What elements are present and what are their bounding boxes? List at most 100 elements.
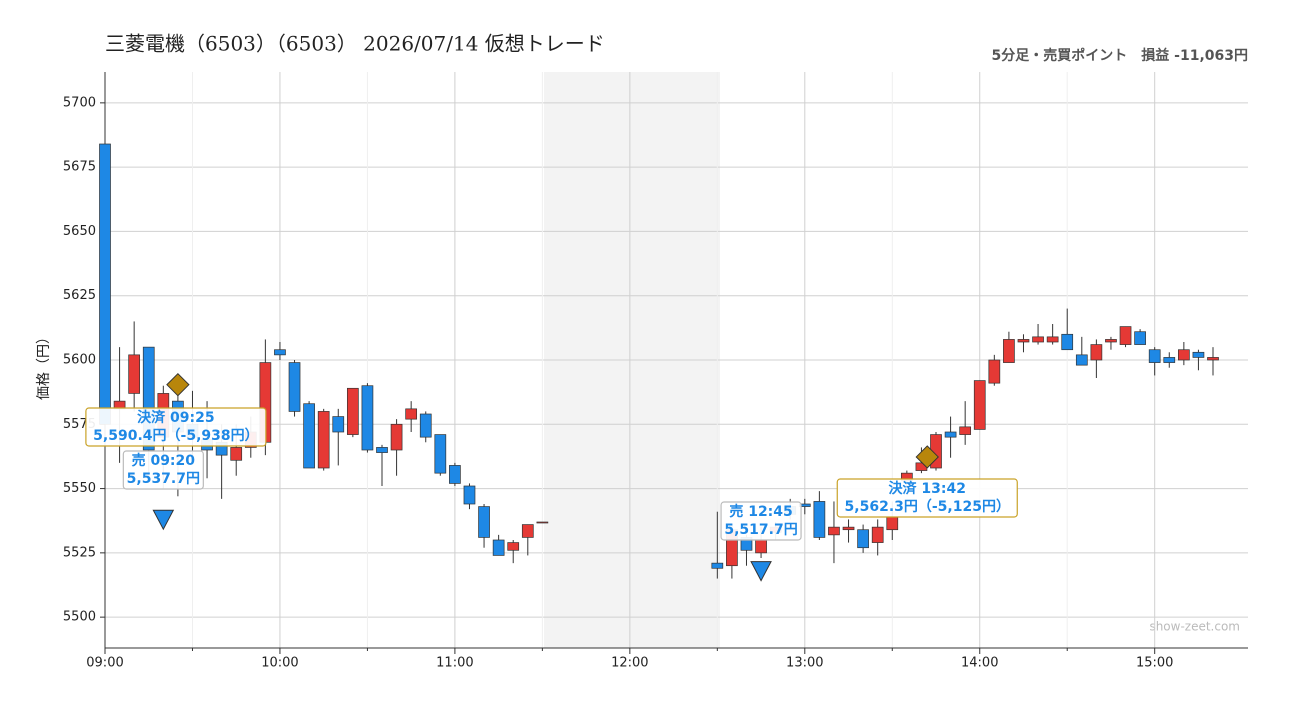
annotation-box	[720, 501, 802, 541]
annotation-line: 売 12:45	[729, 503, 792, 520]
trade-kind: 売	[132, 452, 146, 469]
trade-time: 09:20	[150, 453, 195, 469]
candle-body	[1148, 349, 1161, 363]
y-tick-label: 5700	[63, 95, 96, 110]
annotation-line: 5,537.7円	[127, 471, 200, 487]
x-tick-label: 14:00	[961, 656, 998, 671]
trade-time: 12:45	[748, 504, 793, 520]
candle-body	[711, 562, 724, 569]
candle-body	[1017, 339, 1030, 343]
candle-body	[274, 349, 286, 356]
candle-body	[944, 431, 957, 438]
candle-body	[478, 506, 490, 538]
sell-marker	[152, 509, 175, 531]
candle-body	[755, 539, 767, 554]
x-tick-label: 12:00	[611, 656, 648, 671]
candle-body	[871, 526, 884, 543]
x-tick-label: 11:00	[436, 656, 473, 671]
trade-kind: 売	[729, 503, 743, 520]
trade-time: 13:42	[921, 481, 966, 497]
candle-body	[128, 354, 141, 394]
y-tick-label: 5525	[63, 545, 96, 560]
candle-body	[842, 526, 855, 531]
candle-body	[405, 408, 418, 420]
candle-body	[1119, 326, 1132, 345]
x-tick-label: 13:00	[786, 656, 823, 671]
candle-body	[434, 434, 447, 474]
trade-pnl: （-5,125円）	[918, 499, 1010, 515]
candle-body	[1061, 333, 1074, 351]
candle-body	[1046, 336, 1059, 343]
chart-title: 三菱電機（6503）（6503） 2026/07/14 仮想トレード	[105, 32, 605, 56]
annotation-line: 売 09:20	[132, 452, 196, 469]
annotation-line: 5,562.3円（-5,125円）	[845, 499, 1010, 515]
candle-body	[317, 411, 330, 469]
candle-body	[1090, 344, 1103, 361]
y-tick-label: 5675	[63, 160, 96, 175]
watermark: show-zeet.com	[1149, 620, 1240, 634]
candle-body	[346, 387, 359, 435]
candle-body	[449, 465, 461, 484]
candle-body	[1134, 331, 1146, 345]
y-axis-label: 価格（円）	[36, 330, 52, 400]
annotation-line: 5,590.4円（-5,938円）	[93, 428, 258, 444]
candle-body	[492, 539, 505, 556]
x-tick-label: 09:00	[86, 656, 123, 671]
annotation-box	[122, 450, 204, 490]
sell-marker	[750, 561, 772, 582]
candle-body	[1163, 357, 1176, 363]
y-tick-label: 5500	[63, 610, 96, 625]
trade-time: 09:25	[170, 410, 215, 426]
candle-body	[1003, 339, 1015, 363]
x-tick-label: 15:00	[1136, 656, 1173, 671]
candle-body	[1105, 339, 1117, 343]
candle-body	[361, 385, 374, 451]
candle-body	[1192, 351, 1205, 358]
y-tick-label: 5625	[63, 288, 96, 303]
candle-body	[376, 447, 388, 453]
trade-price: 5,562.3円	[845, 499, 918, 515]
annotation-line: 5,517.7円	[724, 522, 797, 538]
annotation-box	[85, 407, 267, 447]
trade-price: 5,517.7円	[724, 522, 797, 538]
candle-body	[390, 423, 403, 451]
candle-body	[230, 447, 243, 461]
candle-body	[1207, 357, 1219, 361]
candle-body	[142, 346, 155, 451]
close-marker	[915, 445, 939, 469]
candle-body	[813, 501, 826, 538]
candle-body	[521, 524, 534, 538]
candle-body	[288, 362, 301, 412]
trade-kind: 決済	[137, 409, 166, 426]
annotation-box	[836, 478, 1018, 518]
trade-price: 5,537.7円	[127, 471, 200, 487]
candle-body	[507, 542, 520, 551]
candle-body	[303, 403, 315, 469]
candle-body	[1178, 349, 1190, 361]
y-tick-label: 5600	[63, 353, 96, 368]
candle-body	[973, 380, 986, 430]
trade-kind: 決済	[889, 480, 918, 497]
candle-body	[332, 416, 345, 433]
candle-body	[463, 485, 476, 505]
candle-body	[1032, 336, 1044, 343]
candle-body	[419, 413, 432, 438]
annotation-line: 決済 09:25	[137, 409, 214, 426]
candle-body	[959, 426, 972, 435]
candle-body	[536, 521, 549, 524]
candle-body	[857, 529, 869, 549]
y-tick-label: 5550	[63, 481, 96, 496]
y-tick-label: 5650	[63, 224, 96, 239]
trade-pnl: （-5,938円）	[167, 428, 259, 444]
candle-body	[988, 359, 1001, 384]
candle-body	[1075, 354, 1088, 366]
candle-body	[828, 526, 840, 536]
x-tick-label: 10:00	[261, 656, 298, 671]
subtitle: 5分足・売買ポイント 損益 -11,063円	[992, 47, 1248, 64]
annotation-line: 決済 13:42	[889, 480, 966, 497]
candle-body	[99, 143, 111, 425]
candle-body	[886, 516, 899, 531]
close-marker	[166, 372, 190, 397]
trade-price: 5,590.4円	[93, 428, 166, 444]
